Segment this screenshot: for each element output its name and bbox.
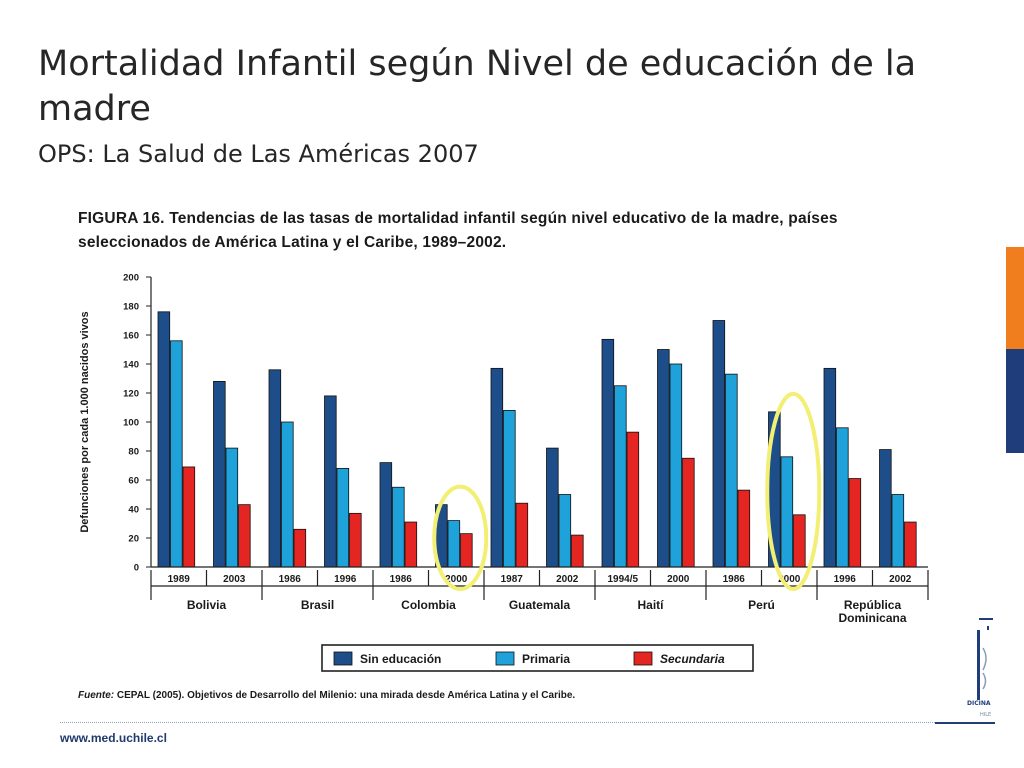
x-group-label: Haití — [637, 598, 664, 612]
bar-secundaria — [404, 521, 418, 568]
bar-secundaria — [515, 502, 529, 568]
highlight-ellipse — [432, 484, 489, 592]
source-text: CEPAL (2005). Objetivos de Desarrollo de… — [116, 690, 576, 701]
legend-swatch — [633, 651, 653, 666]
footer-divider — [60, 722, 945, 723]
bar-sin-educacion — [490, 367, 504, 568]
bar-secundaria — [182, 466, 196, 568]
logo-subtext: HILE — [980, 712, 992, 718]
legend-swatch — [495, 651, 515, 666]
x-tick-label: 1994/5 — [607, 574, 638, 585]
bar-secundaria — [904, 521, 917, 568]
figure-source: Fuente: CEPAL (2005). Objetivos de Desar… — [78, 690, 878, 701]
bar-primaria — [891, 494, 905, 568]
bar-secundaria — [571, 534, 584, 568]
bar-sin-educacion — [546, 447, 559, 568]
accent-bar-navy — [1006, 349, 1024, 453]
bar-primaria — [336, 467, 350, 568]
y-tick-label: 0 — [134, 563, 139, 574]
bar-secundaria — [238, 504, 251, 568]
figure-caption: FIGURA 16. Tendencias de las tasas de mo… — [78, 210, 838, 251]
highlight-ellipse — [765, 391, 822, 591]
source-label: Fuente: — [78, 690, 115, 701]
y-tick-label: 160 — [123, 331, 139, 342]
x-group-label: Guatemala — [509, 598, 571, 612]
legend-swatch — [333, 651, 353, 666]
x-tick-label: 2000 — [778, 574, 801, 585]
x-tick-label: 2003 — [223, 574, 246, 585]
accent-bar-orange — [1006, 247, 1024, 349]
bar-primaria — [558, 494, 572, 568]
y-tick-label: 100 — [123, 418, 139, 429]
y-tick-label: 80 — [128, 447, 139, 458]
y-tick-label: 200 — [123, 273, 139, 284]
bar-primaria — [392, 486, 405, 568]
x-tick-label: 1996 — [834, 574, 857, 585]
x-group-label: Dominicana — [838, 611, 906, 625]
logo-text: DICINA — [967, 700, 991, 707]
bar-primaria — [614, 385, 627, 568]
y-tick-label: 180 — [123, 302, 139, 313]
bar-secundaria — [737, 489, 751, 568]
x-group-label: Bolivia — [187, 598, 227, 612]
slide-subtitle: OPS: La Salud de Las Américas 2007 — [38, 140, 479, 168]
bar-secundaria — [293, 528, 307, 568]
x-tick-label: 2000 — [667, 574, 690, 585]
y-tick-label: 20 — [128, 534, 139, 545]
x-group-label: Brasil — [301, 598, 334, 612]
x-group-label: Colombia — [401, 598, 456, 612]
x-tick-label: 1996 — [334, 574, 357, 585]
bar-primaria — [725, 373, 738, 568]
bar-sin-educacion — [823, 367, 837, 568]
x-tick-label: 1986 — [723, 574, 746, 585]
bar-secundaria — [793, 514, 806, 568]
y-tick-label: 120 — [123, 389, 139, 400]
x-tick-label: 2000 — [445, 574, 468, 585]
footer-url[interactable]: www.med.uchile.cl — [60, 731, 167, 745]
bar-secundaria — [460, 533, 473, 568]
x-tick-label: 1987 — [501, 574, 524, 585]
bar-primaria — [447, 520, 461, 568]
bar-secundaria — [626, 431, 640, 568]
bar-sin-educacion — [879, 449, 892, 568]
bar-primaria — [836, 427, 849, 568]
bar-sin-educacion — [213, 380, 226, 568]
bar-sin-educacion — [379, 462, 393, 568]
x-group-label: Perú — [748, 598, 775, 612]
bar-secundaria — [349, 512, 362, 568]
bar-primaria — [281, 421, 294, 568]
bar-sin-educacion — [657, 349, 670, 568]
legend-label: Secundaria — [660, 652, 725, 666]
legend-box — [321, 644, 754, 672]
bar-primaria — [669, 363, 683, 568]
y-tick-label: 60 — [128, 476, 139, 487]
logo-underline — [935, 722, 995, 724]
bar-primaria — [503, 409, 516, 568]
x-group-label: República — [844, 598, 902, 612]
legend-label: Sin educación — [360, 652, 441, 666]
x-tick-label: 2002 — [889, 574, 912, 585]
x-tick-label: 1989 — [168, 574, 191, 585]
x-tick-label: 2002 — [556, 574, 579, 585]
bar-sin-educacion — [712, 320, 726, 568]
bar-sin-educacion — [268, 369, 282, 568]
bar-primaria — [170, 340, 183, 568]
bar-primaria — [780, 456, 794, 568]
university-logo-icon — [977, 618, 993, 700]
bar-sin-educacion — [601, 338, 615, 568]
y-tick-label: 40 — [128, 505, 139, 516]
y-axis-title: Defunciones por cada 1.000 nacidos vivos — [79, 311, 91, 532]
bar-secundaria — [848, 478, 862, 568]
slide-title: Mortalidad Infantil según Nivel de educa… — [38, 44, 917, 129]
bar-sin-educacion — [324, 395, 337, 568]
y-tick-label: 140 — [123, 360, 139, 371]
bar-secundaria — [682, 457, 695, 568]
x-tick-label: 1986 — [279, 574, 302, 585]
bar-primaria — [225, 447, 239, 568]
x-tick-label: 1986 — [390, 574, 413, 585]
bar-sin-educacion — [157, 311, 171, 568]
legend-label: Primaria — [522, 652, 570, 666]
